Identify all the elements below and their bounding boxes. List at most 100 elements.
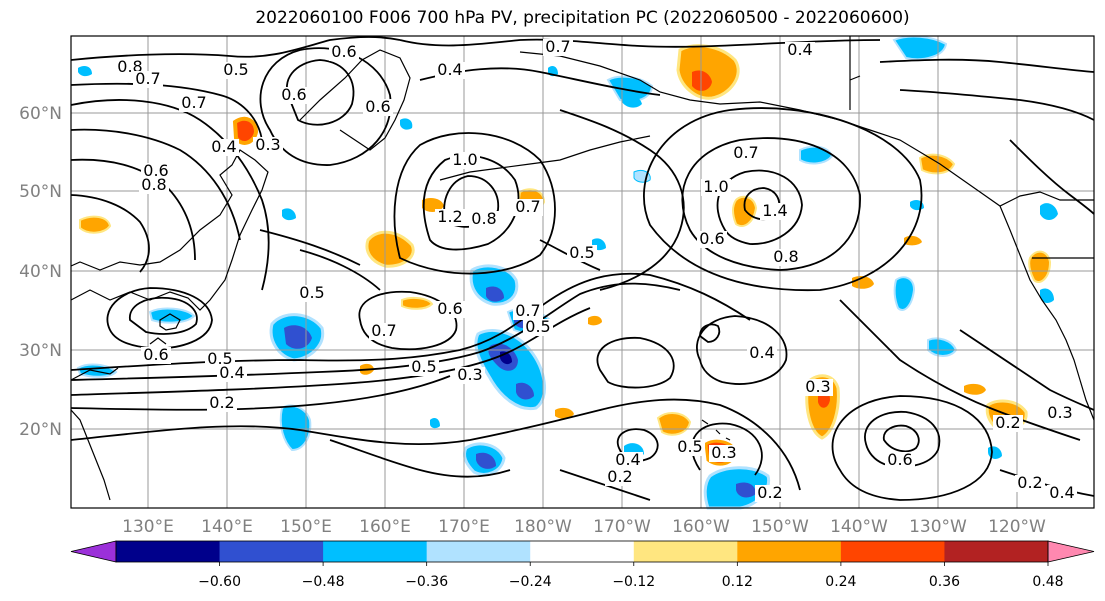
colorbar-segment [840, 541, 945, 562]
pv-contour [358, 290, 458, 351]
contour-label-bg [613, 452, 643, 469]
contour-label: 0.7 [515, 197, 540, 216]
contour-label: 0.3 [255, 135, 280, 154]
pv-contour [1009, 139, 1095, 215]
contour-label-bg [369, 323, 399, 340]
contour-label: 1.4 [762, 201, 787, 220]
pv-contour [596, 337, 675, 389]
contour-label-bg [1045, 405, 1075, 422]
precip-positive-patch [918, 153, 956, 175]
longitude-label: 130°W [909, 517, 967, 537]
colorbar-segment [323, 541, 428, 562]
contour-label: 0.4 [749, 343, 774, 362]
pv-contour [864, 411, 941, 468]
pv-contour [393, 132, 556, 275]
contour-label-bg [133, 71, 163, 88]
contour-label-bg [221, 62, 251, 79]
coastline-na-west [999, 205, 1095, 421]
pv-contour [70, 128, 241, 241]
precip-positive-patch [732, 195, 758, 227]
pv-contour [831, 395, 993, 501]
precip-positive-patch [1028, 250, 1052, 283]
precip-negative-patch [1040, 203, 1058, 220]
pv-contour [106, 287, 213, 350]
precip-positive-patch [588, 315, 602, 326]
contour-label: 0.7 [371, 321, 396, 340]
precip-strong-negative-patch [284, 325, 312, 349]
pv-contour [299, 249, 381, 291]
contour-label: 0.6 [365, 97, 390, 116]
precip-positive-patch [555, 407, 574, 419]
pv-contour [329, 439, 511, 478]
contour-label: 0.4 [211, 137, 236, 156]
longitude-label: 120°W [988, 517, 1046, 537]
figure-title: 2022060100 F006 700 hPa PV, precipitatio… [255, 8, 910, 28]
contour-label: 0.2 [1017, 473, 1042, 492]
colorbar-segment [737, 541, 842, 562]
pv-contour [643, 107, 923, 292]
contour-label-bg [435, 209, 465, 226]
pv-contour [70, 82, 263, 141]
contour-label-bg [139, 177, 169, 194]
precip-strong-negative-patch [516, 382, 534, 400]
contour-label: 0.4 [787, 40, 812, 59]
pv-contour [839, 299, 1081, 441]
colorbar-tick-label: 0.48 [1032, 574, 1063, 590]
pv-contour [259, 229, 361, 266]
contour-label: 0.8 [471, 209, 496, 228]
longitude-label: 150°W [751, 517, 809, 537]
contour-label: 0.5 [569, 243, 594, 262]
latitude-labels: 60°N 50°N 40°N 30°N 20°N [19, 104, 62, 440]
contour-label: 0.7 [181, 93, 206, 112]
contour-label: 0.3 [711, 443, 736, 462]
pv-contour [882, 424, 920, 453]
precip-positive-patch [232, 116, 259, 145]
longitude-label: 130°E [122, 517, 174, 537]
coastline-islands-west [149, 313, 181, 345]
colorbar-tick-label: −0.48 [302, 574, 345, 590]
contour-label-bg [885, 452, 915, 469]
latitude-label: 20°N [19, 420, 62, 440]
contour-label-bg [141, 347, 171, 364]
latitude-label: 50°N [19, 182, 62, 202]
contour-label-bg [701, 179, 731, 196]
colorbar-segment [426, 541, 531, 562]
pv-contour [70, 375, 451, 411]
contour-label-bg [771, 249, 801, 266]
coastline-asia-south [70, 367, 119, 501]
contour-label-bg [279, 87, 309, 104]
precip-strong-patch [692, 70, 712, 91]
longitude-label: 150°E [280, 517, 332, 537]
latitude-label: 40°N [19, 262, 62, 282]
contour-label: 0.5 [299, 283, 324, 302]
contour-label-bg [755, 485, 785, 502]
pv-contour [129, 296, 198, 335]
contour-label: 0.8 [141, 175, 166, 194]
contour-label: 0.6 [281, 85, 306, 104]
contour-label: 0.4 [437, 60, 462, 79]
pv-contours [70, 36, 1095, 501]
contour-label-bg [1015, 475, 1045, 492]
contour-label-bg [435, 62, 465, 79]
contour-label-bg [329, 44, 359, 61]
contour-label: 0.2 [607, 467, 632, 486]
latitude-label: 30°N [19, 341, 62, 361]
colorbar [70, 540, 1095, 563]
pv-contour [696, 315, 788, 385]
colorbar-tick-label: −0.12 [612, 574, 655, 590]
longitude-label: 170°W [593, 517, 651, 537]
pv-contour [70, 398, 801, 491]
pv-contour [259, 47, 392, 166]
pv-contour [999, 469, 1095, 497]
colorbar-tick-label: 0.12 [722, 574, 753, 590]
contour-label-bg [217, 365, 247, 382]
contour-label-bg [675, 439, 705, 456]
contour-label: 1.0 [703, 177, 728, 196]
precip-strong-negative-patch [486, 286, 504, 302]
contour-label-bg [760, 203, 790, 220]
contour-label-bg [709, 445, 739, 462]
colorbar-tick-label: 0.36 [929, 574, 960, 590]
coastline-aleutians [439, 135, 651, 181]
pv-contour [285, 59, 355, 126]
